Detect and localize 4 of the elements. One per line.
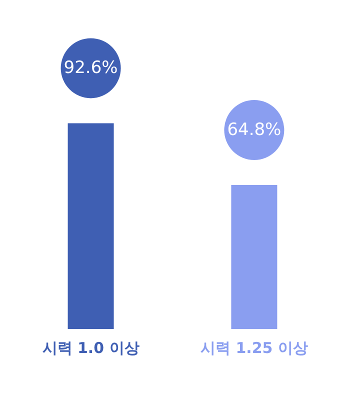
data-label: 92.6% (64, 58, 118, 78)
data-label: 64.8% (227, 120, 282, 140)
x-tick-label: 시력 1.0 이상 (42, 339, 140, 357)
x-tick-label: 시력 1.25 이상 (200, 339, 308, 357)
